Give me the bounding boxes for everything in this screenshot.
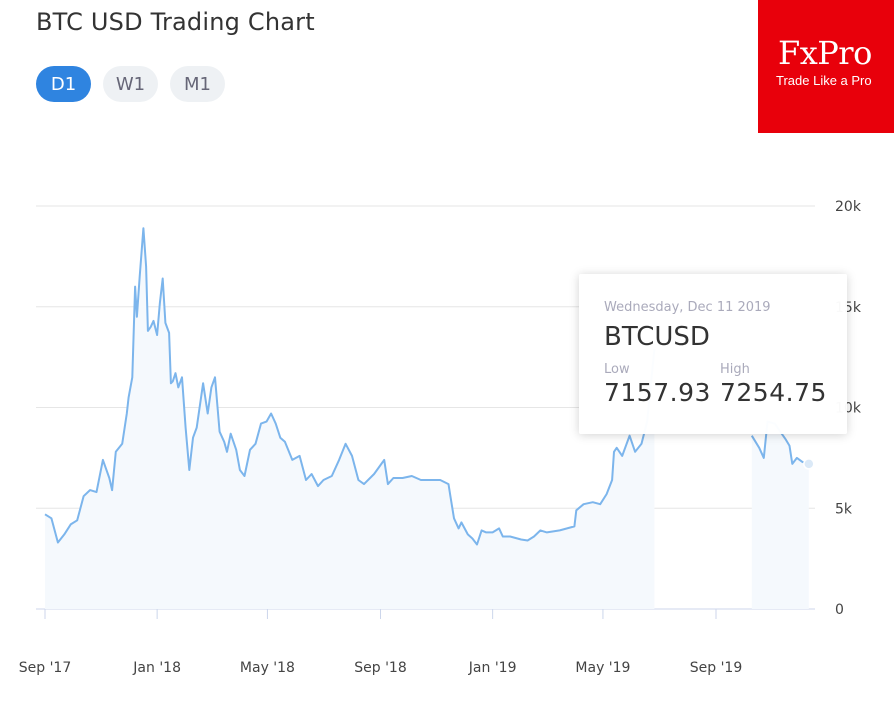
tooltip-low-value: 7157.93 [604, 378, 711, 407]
series-area-1 [751, 421, 809, 609]
x-tick-label: Jan '18 [132, 660, 181, 676]
x-tick-label: Sep '18 [354, 660, 407, 676]
tooltip-high-label: High [720, 362, 750, 377]
tooltip-low-label: Low [604, 362, 630, 377]
x-tick-label: Sep '19 [690, 660, 743, 676]
tab-w1[interactable]: W1 [103, 66, 158, 102]
tooltip-high-value: 7254.75 [720, 378, 827, 407]
timeframe-tabs: D1 W1 M1 [36, 66, 225, 102]
tooltip-date: Wednesday, Dec 11 2019 [604, 300, 771, 315]
tab-m1[interactable]: M1 [170, 66, 225, 102]
series-area-0 [45, 228, 655, 609]
series-line-0 [44, 227, 656, 546]
logo-tagline: Trade Like a Pro [776, 73, 872, 88]
chart-title: BTC USD Trading Chart [36, 8, 315, 36]
tab-d1[interactable]: D1 [36, 66, 91, 102]
y-tick-label: 0 [835, 602, 844, 618]
x-axis: Sep '17 Jan '18 May '18 Sep '18 Jan '19 May '… [19, 609, 743, 676]
series-line-1 [750, 420, 810, 465]
x-tick-label: May '18 [240, 660, 295, 676]
price-tooltip: Wednesday, Dec 11 2019 BTCUSD Low High 7… [579, 274, 847, 434]
fxpro-logo[interactable]: FxPro Trade Like a Pro [758, 0, 894, 133]
x-tick-label: May '19 [575, 660, 630, 676]
y-tick-label: 20k [835, 199, 862, 215]
x-tick-label: Jan '19 [468, 660, 517, 676]
chart-series [44, 227, 815, 609]
hover-marker [803, 458, 815, 470]
x-tick-label: Sep '17 [19, 660, 72, 676]
tooltip-symbol: BTCUSD [604, 322, 710, 352]
logo-brand: FxPro [778, 34, 872, 72]
y-tick-label: 5k [835, 501, 853, 517]
